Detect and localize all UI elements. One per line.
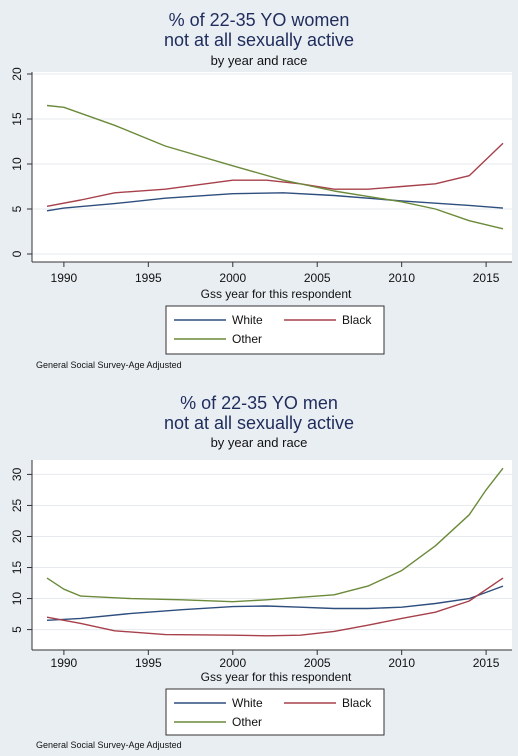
x-axis-title: Gss year for this respondent xyxy=(201,287,352,301)
men-chart-source-note: General Social Survey-Age Adjusted xyxy=(36,740,182,750)
x-tick-label: 2010 xyxy=(388,271,415,285)
y-tick-label: 20 xyxy=(10,67,24,81)
x-tick-label: 2015 xyxy=(473,656,500,670)
x-tick-label: 2015 xyxy=(473,271,500,285)
y-tick-label: 10 xyxy=(10,157,24,171)
x-tick-label: 2005 xyxy=(304,271,331,285)
plot-area xyxy=(32,72,512,262)
y-tick-label: 0 xyxy=(10,250,24,257)
series-line-white xyxy=(46,585,504,621)
x-tick-label: 1995 xyxy=(135,271,162,285)
men-chart-title-line1: % of 22-35 YO men xyxy=(180,393,338,413)
legend-label-black: Black xyxy=(342,313,372,327)
women-chart-title-line2: not at all sexually active xyxy=(163,30,355,50)
women-chart-title-line1: % of 22-35 YO women xyxy=(168,10,350,30)
series-line-black xyxy=(46,142,504,207)
women-line-chart: 0 5 10 15 20 1990 1995 2000 2005 2010 2015 Gss year… xyxy=(10,67,512,355)
women-chart-panel: % of 22-35 YO women not at all sexually … xyxy=(10,10,512,370)
y-tick-label: 10 xyxy=(10,592,24,606)
x-tick-label: 1990 xyxy=(51,656,78,670)
legend-label-white: White xyxy=(232,313,263,327)
men-chart-title-line2: not at all sexually active xyxy=(163,413,355,433)
y-tick-label: 15 xyxy=(10,112,24,126)
legend-label-black: Black xyxy=(342,696,372,710)
men-chart-panel: % of 22-35 YO men not at all sexually ac… xyxy=(0,378,518,756)
series-line-other xyxy=(46,467,504,603)
y-tick-label: 20 xyxy=(10,529,24,543)
x-tick-label: 2000 xyxy=(219,271,246,285)
x-tick-label: 2010 xyxy=(388,656,415,670)
y-tick-label: 15 xyxy=(10,561,24,575)
y-tick-label: 25 xyxy=(10,498,24,512)
x-tick-label: 2000 xyxy=(219,656,246,670)
series-line-other xyxy=(46,104,504,230)
legend-box xyxy=(165,688,385,736)
series-line-black xyxy=(46,577,504,637)
legend-label-white: White xyxy=(232,696,263,710)
legend-box xyxy=(165,305,385,355)
y-tick-label: 5 xyxy=(10,626,24,633)
men-line-chart: 5 10 15 20 25 30 1990 1995 2000 2005 2010 2015 Gss y… xyxy=(10,460,512,736)
x-tick-label: 2005 xyxy=(304,656,331,670)
x-axis-title: Gss year for this respondent xyxy=(201,670,352,684)
women-chart-source-note: General Social Survey-Age Adjusted xyxy=(36,360,182,370)
y-tick-label: 30 xyxy=(10,467,24,481)
men-chart-subtitle: by year and race xyxy=(210,435,308,450)
series-line-white xyxy=(46,192,504,212)
legend-label-other: Other xyxy=(232,332,262,346)
y-tick-label: 5 xyxy=(10,205,24,212)
women-chart-subtitle: by year and race xyxy=(210,53,308,68)
x-tick-label: 1990 xyxy=(51,271,78,285)
x-tick-label: 1995 xyxy=(135,656,162,670)
legend-label-other: Other xyxy=(232,715,262,729)
plot-area xyxy=(32,460,512,650)
